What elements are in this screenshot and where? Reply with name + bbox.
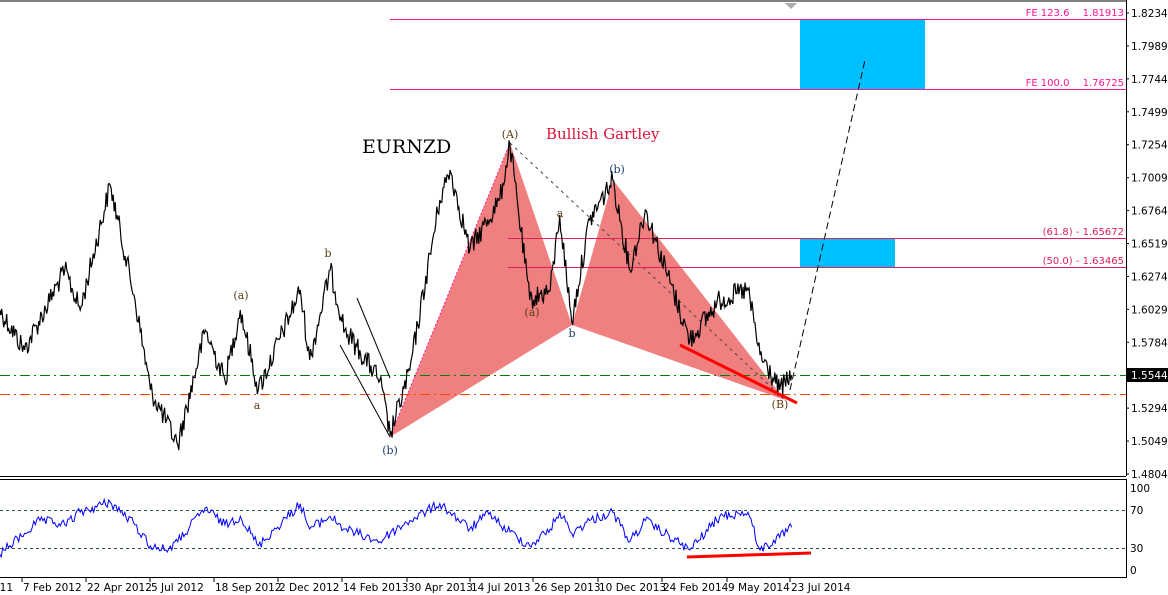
time-tick-label: 7 Feb 2012 [23,582,82,594]
time-tick-label: 30 Apr 2013 [408,582,473,594]
price-tick-label: 1.72540 [1131,140,1168,152]
pattern-label: Bullish Gartley [546,125,660,143]
price-divergence-line[interactable] [679,343,798,405]
time-tick-label: 14 Feb 2013 [343,582,408,594]
wave-label: a [254,399,261,412]
price-series-line [0,140,793,451]
wedge-line-lower[interactable] [339,344,391,438]
fib-618-label: (61.8) - 1.65672 [1043,227,1124,238]
price-tick-label: 1.50490 [1131,436,1168,448]
current-price-label: 1.55448 [1131,370,1168,382]
time-tick-label: 24 Feb 2014 [663,582,729,594]
projection-line[interactable] [789,59,866,391]
wave-label: (a) [524,306,539,319]
wave-label: b [568,327,575,340]
price-tick-label: 1.65190 [1131,238,1168,250]
time-tick-label: 2 Dec 2012 [279,582,339,594]
time-tick-label: 5 Jul 2012 [151,582,204,594]
wave-label: (b) [382,444,398,457]
gartley-bcd-triangle [572,180,785,400]
chart-title: EURNZD [362,136,451,158]
price-tick-label: 1.62740 [1131,271,1168,283]
chart-shift-marker-icon[interactable] [785,3,797,9]
rsi-tick-label: 70 [1130,505,1143,517]
time-tick-label: 26 Sep 2013 [534,582,601,594]
price-tick-label: 1.67640 [1131,206,1168,218]
fe-100-label: FE 100.0 1.76725 [1026,78,1124,89]
current-price-box [1127,368,1168,382]
price-tick-label: 1.77440 [1131,74,1168,86]
gartley-xab-triangle [390,143,572,437]
price-tick-label: 1.60290 [1131,304,1168,316]
rsi-series-line [0,497,793,559]
price-tick-label: 1.82340 [1131,8,1168,20]
time-tick-label: 9 May 2014 [728,582,790,594]
wave-label: (B) [772,398,789,411]
wave-label: (a) [233,289,248,302]
time-tick-label: 23 Jul 2014 [791,582,851,594]
time-tick-label: 14 Jul 2013 [471,582,530,594]
wave-label: (b) [609,163,625,176]
price-tick-label: 1.70090 [1131,173,1168,185]
time-tick-label: 18 Sep 2012 [215,582,282,594]
fib-50-label: (50.0) - 1.63465 [1043,256,1124,267]
rsi-tick-label: 0 [1130,565,1137,577]
target-zone-fe [800,19,925,89]
time-tick-label: 011 [0,582,13,594]
rsi-tick-label: 30 [1130,543,1143,555]
rsi-divergence-line[interactable] [686,551,812,559]
price-tick-label: 1.57840 [1131,337,1168,349]
time-tick-label: 10 Dec 2013 [599,582,666,594]
rsi-tick-label: 100 [1130,483,1150,495]
xa-dotted-line [389,142,511,438]
price-tick-label: 1.79890 [1131,41,1168,53]
price-tick-label: 1.74990 [1131,107,1168,119]
price-tick-label: 1.52940 [1131,403,1168,415]
wedge-line-upper[interactable] [356,297,391,379]
wave-label: b [324,247,331,260]
fe-123-label: FE 123.6 1.81913 [1026,8,1124,19]
wave-label: (A) [502,128,519,141]
time-tick-label: 22 Apr 2012 [87,582,152,594]
price-tick-label: 1.48040 [1131,469,1168,481]
target-zone-fib [800,239,895,268]
wave-label: a [557,207,564,220]
